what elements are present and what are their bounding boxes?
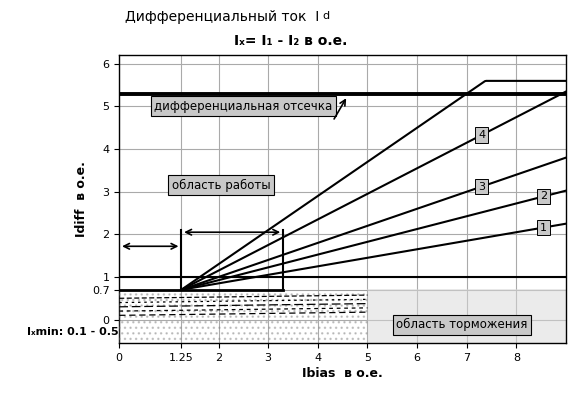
Text: дифференциальная отсечка: дифференциальная отсечка	[154, 100, 332, 113]
Text: d: d	[322, 11, 329, 21]
Text: Iₓmin: 0.1 - 0.5: Iₓmin: 0.1 - 0.5	[27, 326, 119, 337]
Bar	[367, 289, 566, 343]
Text: 2: 2	[540, 191, 547, 202]
Bar	[119, 290, 367, 343]
Text: 3: 3	[478, 182, 485, 191]
Text: область работы: область работы	[172, 179, 270, 192]
X-axis label: Ibias  в о.е.: Ibias в о.е.	[302, 367, 383, 380]
Text: Iₓ= I₁ - I₂ в о.е.: Iₓ= I₁ - I₂ в о.е.	[234, 34, 347, 48]
Text: Дифференциальный ток  I: Дифференциальный ток I	[125, 10, 320, 24]
Y-axis label: Idiff  в о.е.: Idiff в о.е.	[74, 161, 88, 237]
Text: 4: 4	[478, 130, 485, 140]
Text: 1: 1	[540, 222, 547, 233]
Text: область торможения: область торможения	[396, 318, 528, 331]
